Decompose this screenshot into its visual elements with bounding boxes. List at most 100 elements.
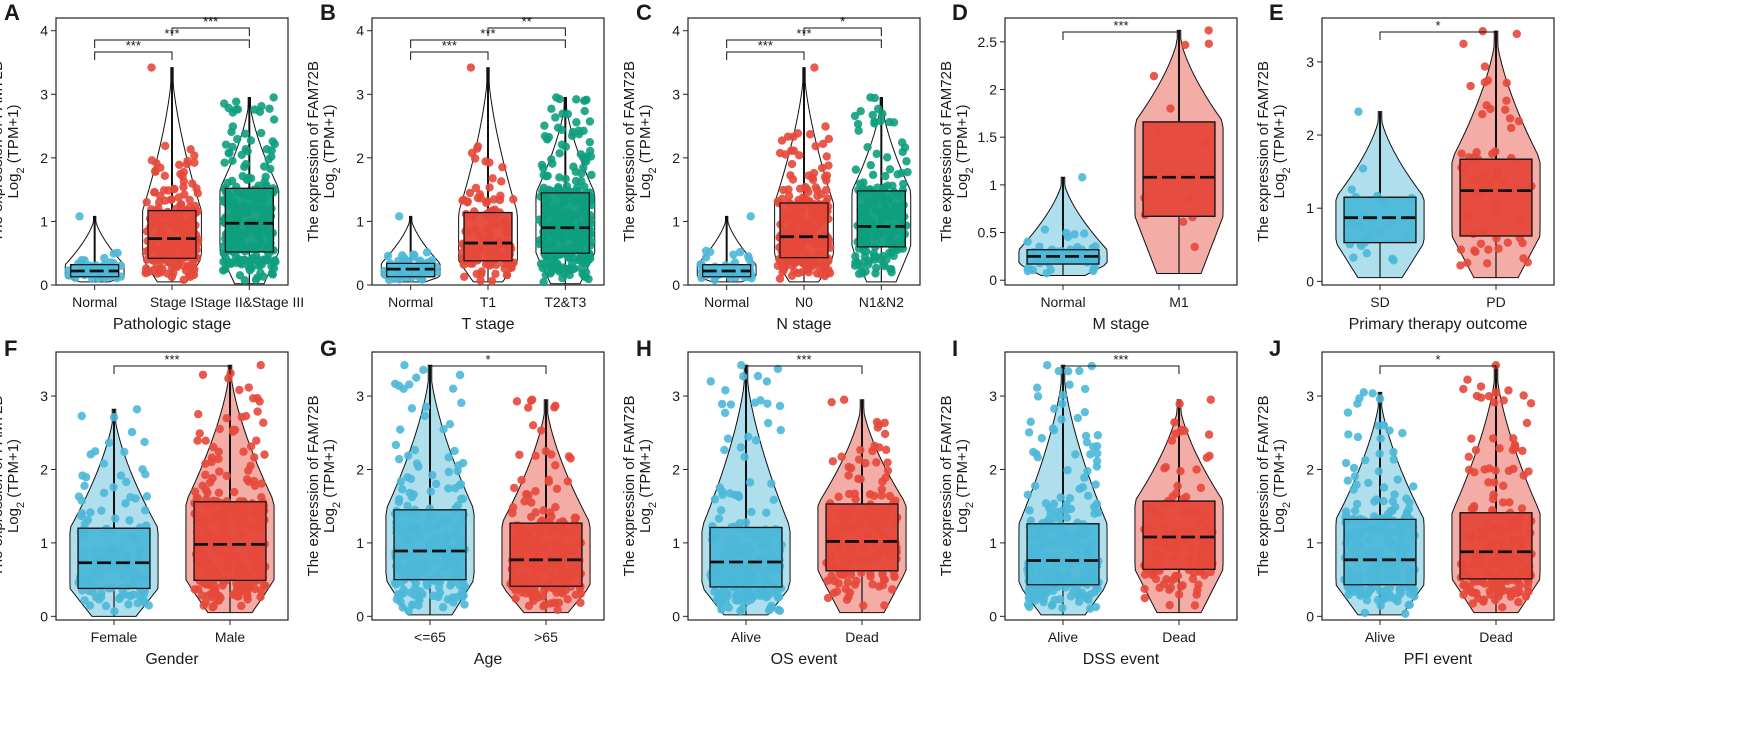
- data-point: [1170, 418, 1179, 427]
- data-point: [417, 274, 427, 284]
- data-point: [729, 250, 738, 259]
- data-point: [1057, 415, 1066, 424]
- data-point: [1517, 535, 1526, 545]
- data-point: [716, 506, 726, 515]
- data-point: [789, 132, 798, 141]
- data-point: [228, 425, 238, 435]
- data-point: [1063, 367, 1073, 376]
- y-axis-label-unit: Log2 (TPM+1): [321, 439, 343, 533]
- data-point: [249, 242, 258, 252]
- data-point: [113, 248, 122, 258]
- data-point: [1356, 212, 1366, 222]
- ylab-log: Log: [321, 174, 338, 199]
- data-point: [1489, 434, 1498, 443]
- data-point: [1089, 442, 1098, 452]
- data-point: [453, 501, 463, 510]
- y-tick-label: 1: [1306, 200, 1314, 216]
- data-point: [871, 231, 880, 241]
- significance-bracket: [487, 27, 566, 36]
- y-tick-label: 2.5: [978, 34, 998, 50]
- data-point: [1196, 483, 1206, 493]
- violin-shape: [64, 215, 125, 283]
- ylab-sub: 2: [15, 502, 27, 508]
- data-point: [727, 574, 736, 584]
- data-point: [1469, 504, 1478, 513]
- data-point: [822, 267, 832, 277]
- data-point: [875, 546, 885, 555]
- data-point: [496, 191, 505, 200]
- data-point: [215, 591, 224, 601]
- data-point: [399, 585, 408, 594]
- data-point: [585, 210, 595, 220]
- data-point: [434, 583, 444, 592]
- data-point: [1092, 499, 1102, 509]
- data-point: [449, 559, 458, 569]
- data-point: [784, 185, 793, 194]
- ylab-rest: (TPM+1): [321, 104, 338, 167]
- data-point: [890, 572, 899, 581]
- violin-shape: [774, 67, 834, 283]
- data-point: [1478, 228, 1488, 237]
- data-point: [1355, 528, 1365, 538]
- x-tick-label: Female: [91, 629, 138, 645]
- x-tick-label: T2&T3: [544, 294, 586, 310]
- significance-bracket: [94, 51, 173, 60]
- significance-bracket: [410, 39, 566, 48]
- data-point: [718, 589, 728, 598]
- data-point: [558, 517, 567, 526]
- data-point: [160, 171, 170, 181]
- data-point: [1369, 217, 1378, 226]
- significance-label: **: [522, 14, 532, 29]
- data-point: [186, 272, 195, 282]
- data-point: [1192, 590, 1201, 599]
- data-point: [1169, 553, 1178, 562]
- data-point: [1517, 542, 1526, 552]
- data-point: [141, 506, 150, 515]
- data-point: [239, 563, 249, 572]
- data-point: [523, 560, 532, 569]
- data-point: [716, 596, 726, 605]
- data-point: [1033, 392, 1043, 401]
- data-point: [575, 242, 585, 252]
- data-point: [1507, 123, 1516, 133]
- data-point: [571, 590, 580, 599]
- violin-shape: [380, 215, 441, 283]
- data-point: [824, 161, 833, 170]
- y-axis-label-unit: Log2 (TPM+1): [954, 104, 976, 198]
- data-point: [1204, 548, 1214, 558]
- data-point: [1507, 153, 1516, 163]
- data-point: [256, 268, 265, 278]
- data-point: [248, 202, 258, 212]
- data-point: [1398, 541, 1407, 550]
- data-point: [723, 542, 732, 552]
- panel-letter: E: [1269, 0, 1284, 25]
- panel-letter: I: [952, 336, 958, 361]
- data-point: [827, 397, 836, 407]
- y-axis-label-unit: Log2 (TPM+1): [637, 439, 659, 533]
- data-point: [1062, 499, 1071, 509]
- data-point: [1498, 498, 1508, 507]
- data-point: [825, 236, 834, 245]
- data-point: [239, 243, 248, 252]
- data-point: [1152, 127, 1162, 136]
- data-point: [131, 494, 140, 503]
- data-point: [772, 585, 781, 595]
- data-point: [534, 593, 543, 602]
- data-point: [1066, 592, 1076, 601]
- box-outline: [77, 527, 151, 590]
- significance-label: *: [485, 352, 490, 367]
- data-point: [395, 212, 404, 221]
- data-point: [767, 479, 776, 488]
- data-point: [489, 195, 499, 204]
- x-tick-label: Normal: [72, 294, 117, 310]
- data-point: [1092, 462, 1102, 471]
- data-point: [902, 157, 911, 166]
- data-point: [1379, 497, 1388, 506]
- data-point: [1516, 216, 1525, 226]
- data-point: [1376, 434, 1385, 443]
- data-point: [492, 260, 501, 269]
- data-point: [1350, 472, 1360, 481]
- data-point: [851, 494, 860, 504]
- data-point: [175, 160, 184, 169]
- data-point: [1352, 499, 1362, 509]
